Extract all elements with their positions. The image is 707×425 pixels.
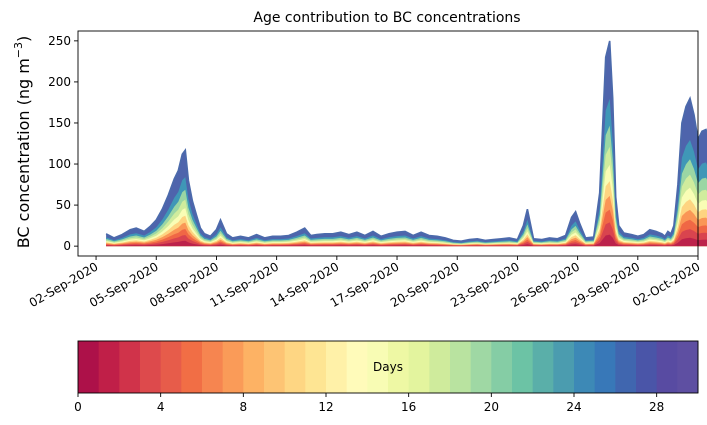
x-tick-label: 02-Oct-2020 (630, 259, 702, 309)
colorbar-segment (119, 341, 141, 393)
colorbar-segment (656, 341, 678, 393)
colorbar-tick-label: 12 (318, 400, 333, 414)
colorbar-segment (574, 341, 596, 393)
colorbar-tick-label: 8 (240, 400, 248, 414)
colorbar-segment (636, 341, 658, 393)
colorbar-tick-label: 4 (157, 400, 165, 414)
colorbar-segment (222, 341, 244, 393)
plot-frame (77, 30, 699, 257)
colorbar-tick-label: 16 (401, 400, 416, 414)
y-axis-label-close: ) (14, 36, 33, 42)
y-axis-label: BC concentration (ng m−3) (12, 36, 33, 249)
colorbar: 0 4 8 12 16 20 24 28 Days (74, 340, 699, 414)
colorbar-frame (77, 340, 699, 394)
y-tick-label: 200 (48, 75, 71, 89)
colorbar-segment (326, 341, 348, 393)
total-line (105, 40, 707, 243)
colorbar-segment (160, 341, 182, 393)
area-stack (105, 40, 707, 247)
colorbar-segment (98, 341, 120, 393)
colorbar-segment (470, 341, 492, 393)
colorbar-segment (140, 341, 162, 393)
colorbar-segment (450, 341, 472, 393)
y-tick-label: 50 (56, 198, 71, 212)
colorbar-segment (388, 341, 410, 393)
colorbar-segment (677, 341, 699, 393)
y-tick-label: 150 (48, 116, 71, 130)
colorbar-tick-label: 20 (484, 400, 499, 414)
colorbar-segment (78, 341, 100, 393)
colorbar-segment (284, 341, 306, 393)
age-bin-area (106, 234, 707, 247)
colorbar-label: Days (373, 360, 403, 374)
colorbar-segment (202, 341, 224, 393)
colorbar-segment (264, 341, 286, 393)
colorbar-segment (553, 341, 575, 393)
colorbar-segment (491, 341, 513, 393)
colorbar-segment (512, 341, 534, 393)
colorbar-tick-label: 24 (566, 400, 581, 414)
colorbar-tick-label: 28 (649, 400, 664, 414)
y-tick-label: 0 (63, 239, 71, 253)
colorbar-segment (346, 341, 368, 393)
colorbar-segment (305, 341, 327, 393)
colorbar-segment (429, 341, 451, 393)
y-tick-label: 100 (48, 157, 71, 171)
colorbar-tick-label: 0 (74, 400, 82, 414)
colorbar-segment (408, 341, 430, 393)
colorbar-segment (532, 341, 554, 393)
x-tick-label: 29-Sep-2020 (569, 259, 643, 310)
colorbar-segment (615, 341, 637, 393)
y-axis-label-superscript: −3 (12, 42, 25, 58)
colorbar-segment (181, 341, 203, 393)
y-tick-label: 250 (48, 34, 71, 48)
colorbar-segment (594, 341, 616, 393)
y-axis-label-main: BC concentration (ng m (14, 58, 33, 248)
chart-title: Age contribution to BC concentrations (253, 10, 520, 26)
colorbar-segment (367, 341, 389, 393)
colorbar-segment (243, 341, 265, 393)
